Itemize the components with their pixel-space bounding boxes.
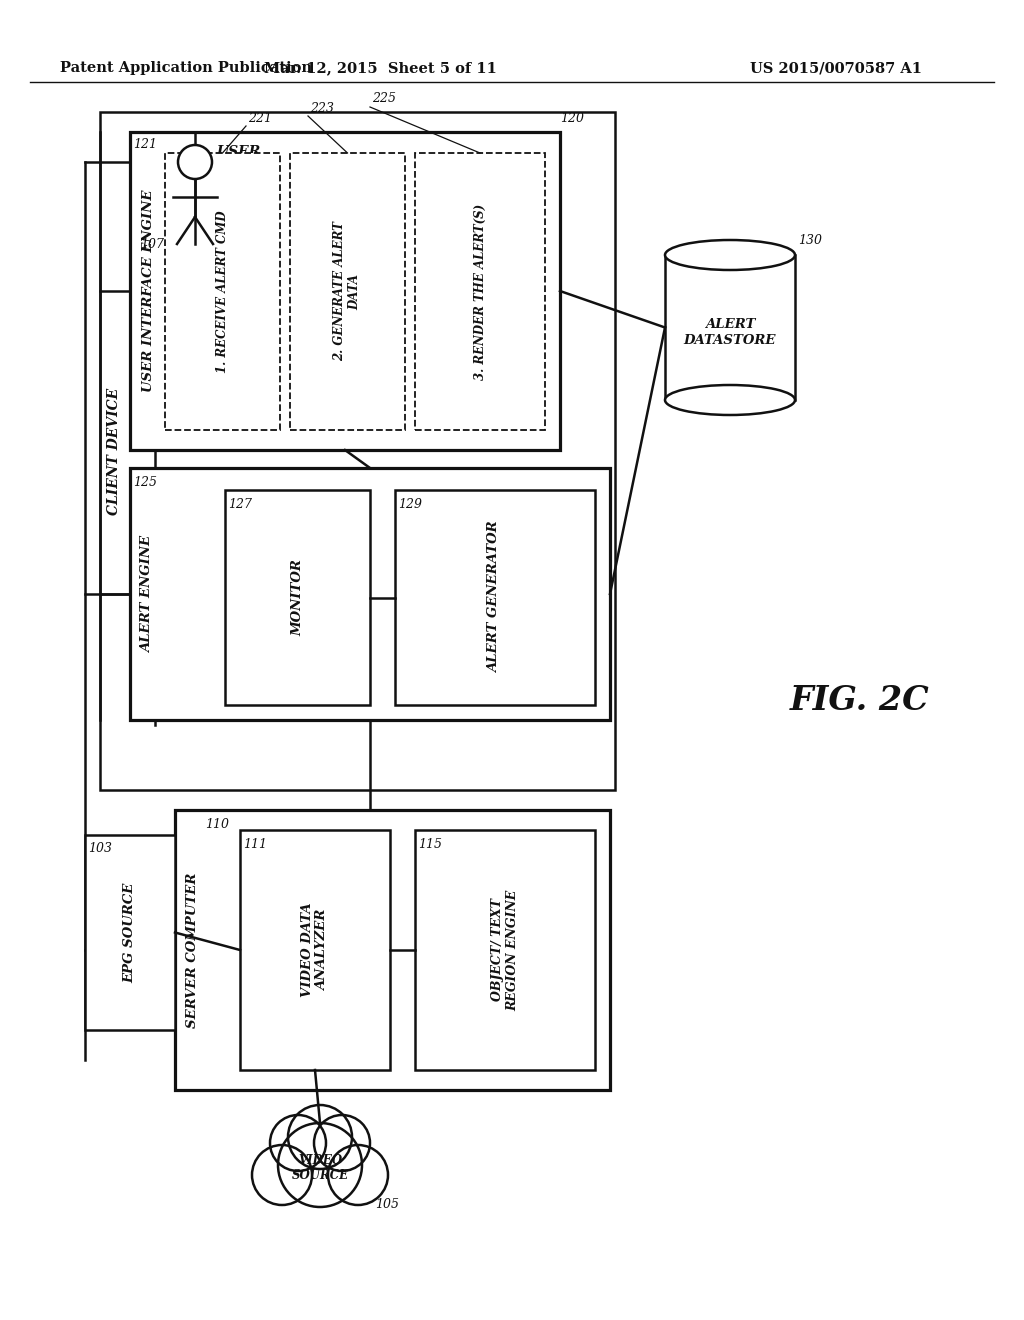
- Text: 105: 105: [375, 1199, 399, 1212]
- Text: US 2015/0070587 A1: US 2015/0070587 A1: [750, 61, 922, 75]
- Text: VIDEO DATA
ANALYZER: VIDEO DATA ANALYZER: [301, 903, 329, 998]
- Bar: [100, 112, 615, 789]
- Circle shape: [178, 145, 212, 180]
- Text: FIG. 2C: FIG. 2C: [790, 684, 930, 717]
- Text: ALERT
DATASTORE: ALERT DATASTORE: [684, 318, 776, 346]
- Bar: [85, 836, 175, 1030]
- Bar: [225, 490, 370, 705]
- Text: 103: 103: [88, 842, 112, 855]
- Text: VIDEO
SOURCE: VIDEO SOURCE: [292, 1154, 348, 1181]
- Bar: [240, 830, 390, 1071]
- Circle shape: [278, 1123, 362, 1206]
- Circle shape: [270, 1115, 326, 1171]
- Text: 121: 121: [133, 137, 157, 150]
- Ellipse shape: [665, 385, 795, 414]
- Text: 120: 120: [560, 111, 584, 124]
- Text: Patent Application Publication: Patent Application Publication: [60, 61, 312, 75]
- Ellipse shape: [665, 240, 795, 271]
- Bar: [415, 830, 595, 1071]
- Bar: [665, 255, 795, 400]
- Bar: [290, 153, 406, 430]
- Bar: [130, 469, 610, 719]
- Text: 110: 110: [205, 817, 229, 830]
- Text: 130: 130: [798, 234, 822, 247]
- Text: 129: 129: [398, 498, 422, 511]
- Text: CLIENT DEVICE: CLIENT DEVICE: [106, 387, 121, 515]
- Circle shape: [252, 1144, 312, 1205]
- Text: 115: 115: [418, 837, 442, 850]
- Text: ALERT GENERATOR: ALERT GENERATOR: [488, 521, 502, 673]
- Text: 107: 107: [140, 238, 164, 251]
- Text: USER INTERFACE ENGINE: USER INTERFACE ENGINE: [141, 190, 155, 392]
- Text: 2. GENERATE ALERT
DATA: 2. GENERATE ALERT DATA: [334, 222, 361, 362]
- Circle shape: [328, 1144, 388, 1205]
- Bar: [415, 153, 545, 430]
- Text: ALERT ENGINE: ALERT ENGINE: [141, 536, 155, 652]
- Text: 3. RENDER THE ALERT(S): 3. RENDER THE ALERT(S): [473, 203, 486, 380]
- Text: 127: 127: [228, 498, 252, 511]
- Circle shape: [314, 1115, 370, 1171]
- Text: EPG SOURCE: EPG SOURCE: [124, 882, 136, 982]
- Text: USER: USER: [217, 145, 261, 158]
- Text: 111: 111: [243, 837, 267, 850]
- Text: Mar. 12, 2015  Sheet 5 of 11: Mar. 12, 2015 Sheet 5 of 11: [263, 61, 497, 75]
- Text: 223: 223: [310, 102, 334, 115]
- Text: OBJECT/ TEXT
REGION ENGINE: OBJECT/ TEXT REGION ENGINE: [490, 890, 519, 1011]
- Circle shape: [288, 1105, 352, 1170]
- Bar: [175, 810, 610, 1090]
- Bar: [395, 490, 595, 705]
- Bar: [165, 153, 280, 430]
- Text: 225: 225: [372, 92, 396, 106]
- Text: 1. RECEIVE ALERT CMD: 1. RECEIVE ALERT CMD: [216, 210, 229, 372]
- Bar: [130, 132, 560, 450]
- Text: 125: 125: [133, 475, 157, 488]
- Text: MONITOR: MONITOR: [291, 560, 304, 636]
- Text: SERVER COMPUTER: SERVER COMPUTER: [186, 873, 200, 1028]
- Text: 221: 221: [248, 111, 272, 124]
